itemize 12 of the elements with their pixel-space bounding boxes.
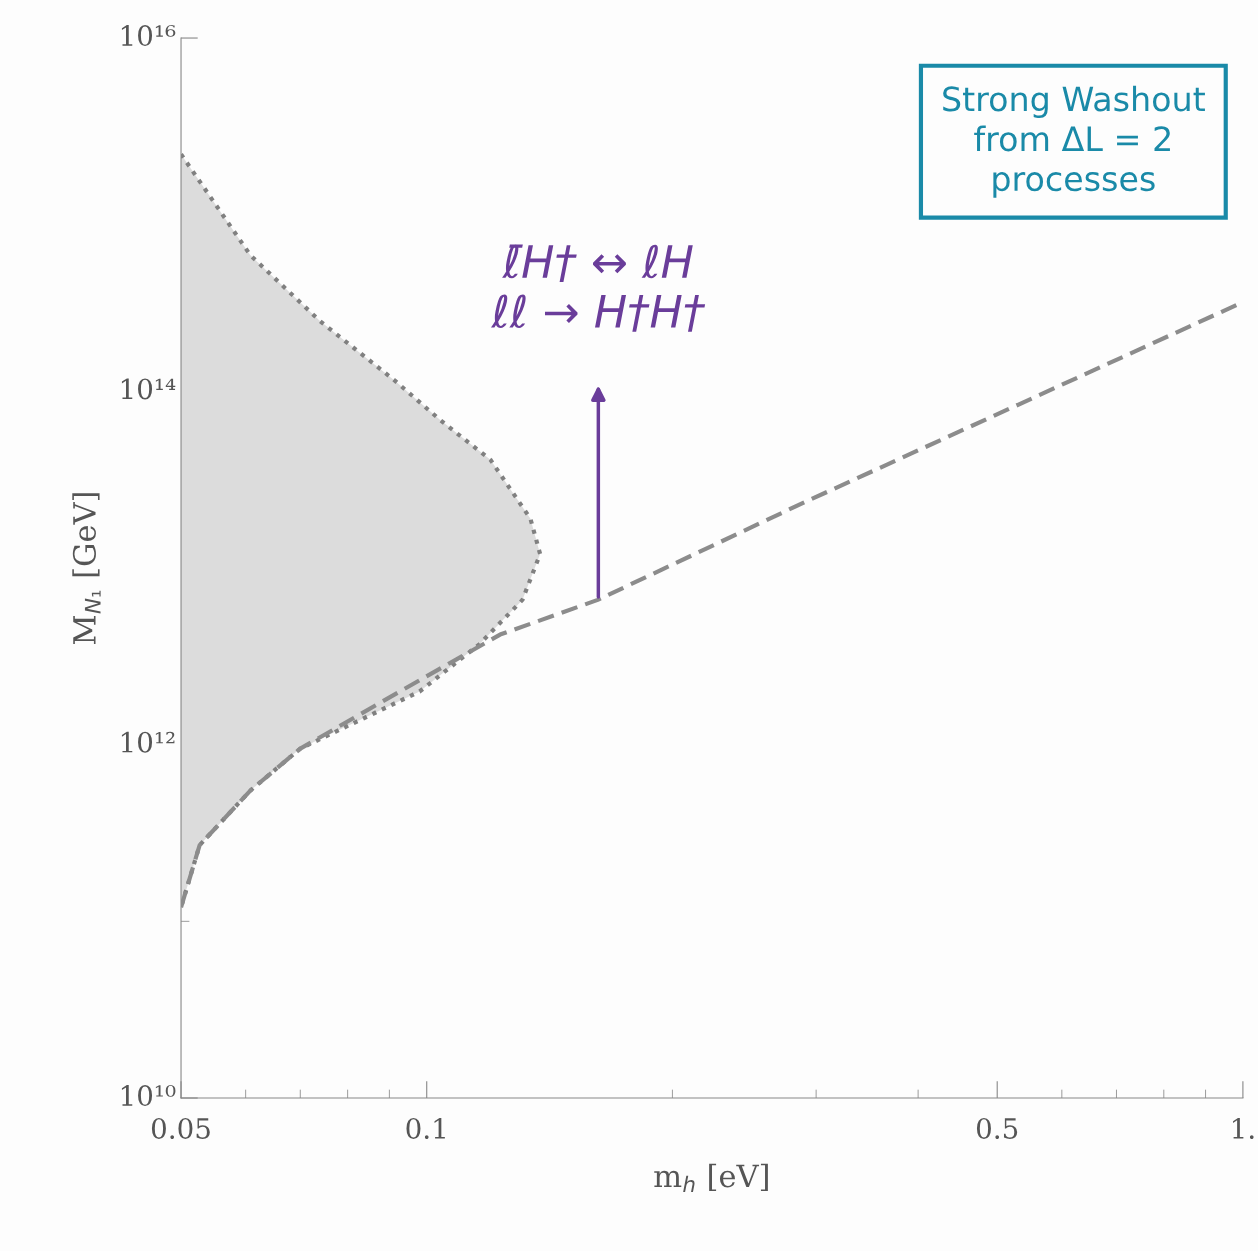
x-tick-label: 1.: [1233, 1117, 1254, 1139]
y-tick-label: 10¹⁶: [121, 25, 176, 47]
y-axis-title: M$_{N₁}$ [GeV]: [72, 493, 101, 645]
annotation: Strong Washout from ΔL = 2 processes: [943, 85, 1205, 198]
x-axis-title: m$_{h}$ [eV]: [654, 1163, 768, 1192]
annotation: ℓ̄H† ↔ ℓH ℓℓ → H†H†: [490, 244, 706, 332]
y-tick-label: 10¹⁴: [121, 378, 176, 400]
x-tick-label: 0.5: [976, 1117, 1018, 1139]
y-tick-label: 10¹⁰: [121, 1085, 176, 1107]
x-tick-label: 0.1: [406, 1117, 445, 1139]
y-tick-label: 10¹²: [121, 731, 175, 753]
x-tick-label: 0.05: [151, 1117, 210, 1139]
